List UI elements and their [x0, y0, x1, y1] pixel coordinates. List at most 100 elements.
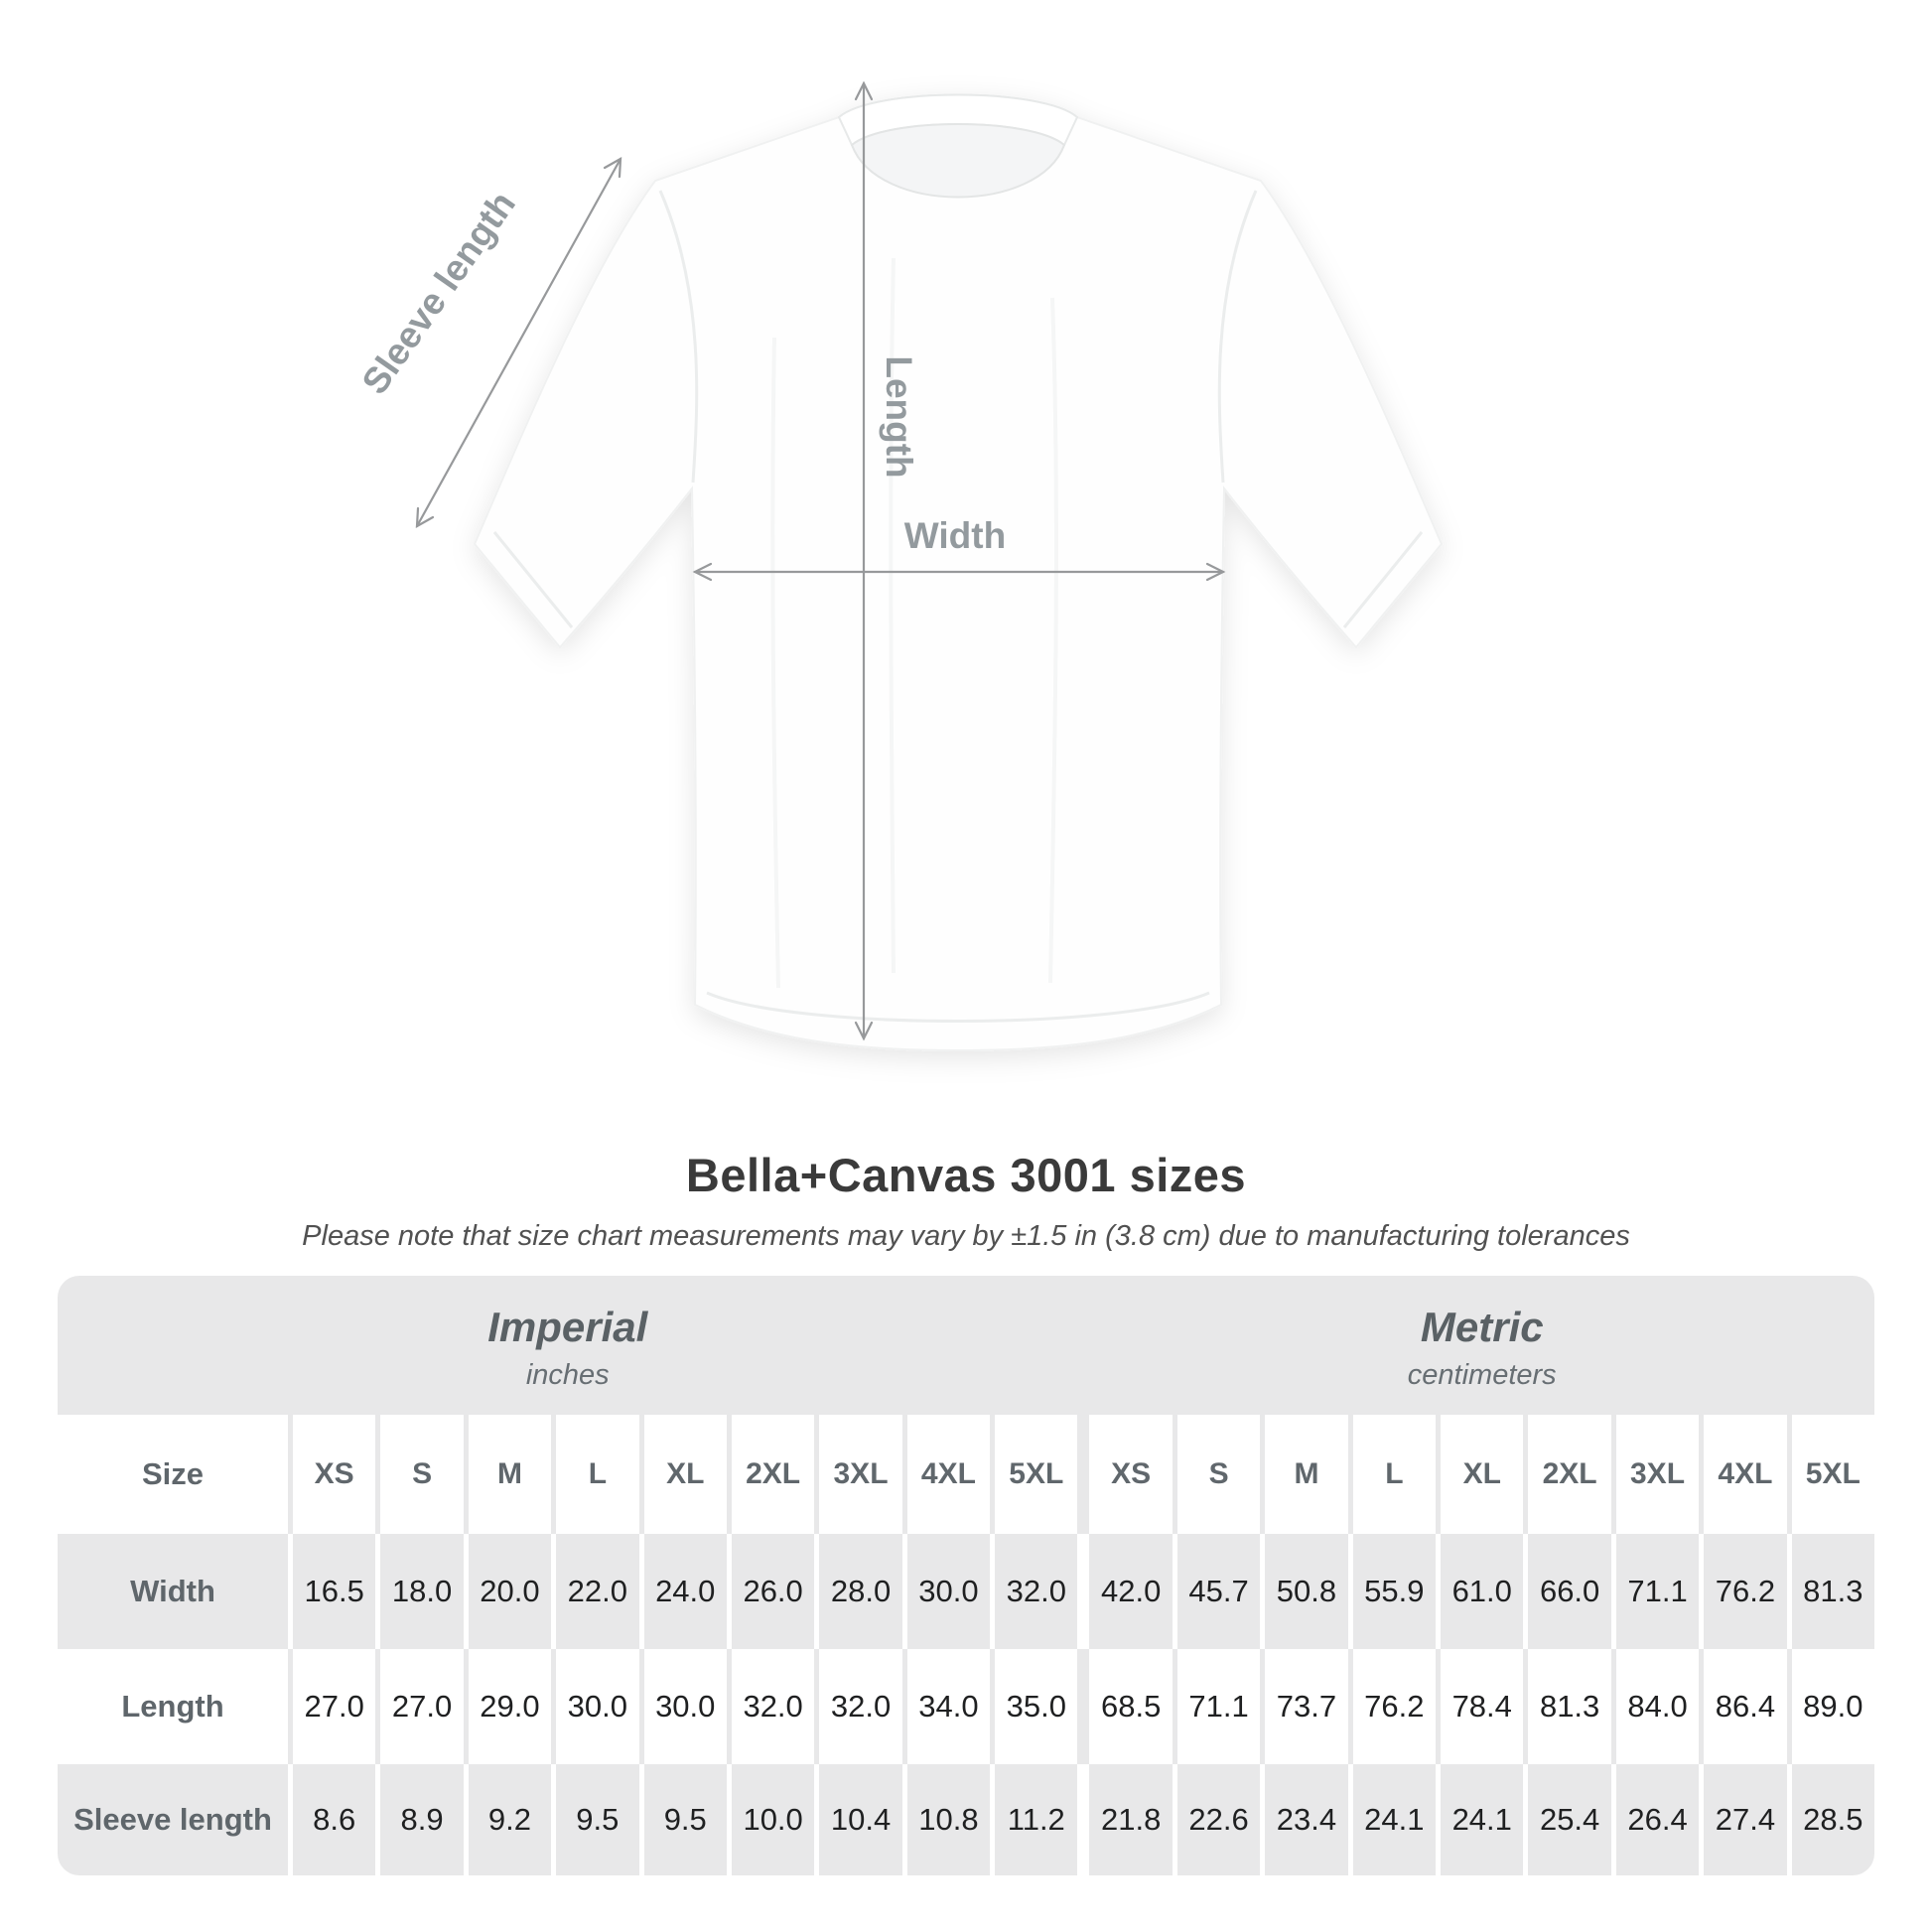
- neck-opening: [850, 123, 1066, 199]
- imperial-value-cell: 30.0: [906, 1534, 991, 1649]
- metric-value-cell: 86.4: [1704, 1649, 1787, 1764]
- metric-value-cell: 73.7: [1265, 1649, 1348, 1764]
- metric-value-cell: 71.1: [1615, 1534, 1700, 1649]
- size-header-row: Size XS S M L XL 2XL 3XL 4XL 5XL XS S M L XL 2XL 3XL 4XL 5…: [58, 1415, 1874, 1534]
- fabric-crease: [770, 337, 780, 989]
- imperial-value-cell: 34.0: [906, 1649, 991, 1764]
- metric-value-cell: 24.1: [1441, 1764, 1524, 1875]
- metric-header: Metric centimeters: [1090, 1276, 1875, 1415]
- metric-value-cell: 71.1: [1176, 1649, 1261, 1764]
- imperial-value-cell: 24.0: [643, 1534, 727, 1649]
- size-header-cell: 5XL: [995, 1415, 1078, 1534]
- sleeve-length-label: Sleeve length: [354, 184, 523, 401]
- metric-value-cell: 26.4: [1615, 1764, 1700, 1875]
- sleeve-length-arrow: [415, 157, 622, 528]
- width-label: Width: [904, 515, 1006, 556]
- section-spacer: [1082, 1764, 1084, 1875]
- imperial-value-cell: 32.0: [731, 1649, 815, 1764]
- unit-header-band: Imperial inches Metric centimeters: [58, 1276, 1874, 1415]
- size-header-cell: 3XL: [819, 1415, 902, 1534]
- fabric-crease: [889, 257, 896, 974]
- metric-title: Metric: [1420, 1303, 1544, 1350]
- size-header-cell: S: [1176, 1415, 1261, 1534]
- imperial-value-cell: 27.0: [380, 1649, 464, 1764]
- imperial-value-cell: 26.0: [731, 1534, 815, 1649]
- imperial-value-cell: 10.4: [819, 1764, 902, 1875]
- metric-value-cell: 89.0: [1791, 1649, 1874, 1764]
- size-header-cell: 3XL: [1615, 1415, 1700, 1534]
- imperial-value-cell: 35.0: [995, 1649, 1078, 1764]
- tshirt-measurement-diagram: Length Width Sleeve length: [354, 80, 1444, 1052]
- metric-unit: centimeters: [1407, 1358, 1557, 1391]
- table-row: Sleeve length 8.6 8.9 9.2 9.5 9.5 10.0 10.4 10.8…: [58, 1764, 1874, 1875]
- metric-value-cell: 55.9: [1352, 1534, 1437, 1649]
- size-header-cell: L: [556, 1415, 639, 1534]
- metric-value-cell: 28.5: [1791, 1764, 1874, 1875]
- metric-value-cell: 23.4: [1265, 1764, 1348, 1875]
- size-header-cell: M: [468, 1415, 552, 1534]
- imperial-value-cell: 11.2: [995, 1764, 1078, 1875]
- metric-value-cell: 45.7: [1176, 1534, 1261, 1649]
- imperial-value-cell: 8.6: [293, 1764, 376, 1875]
- fabric-crease: [1048, 297, 1058, 984]
- size-header-cell: XL: [1441, 1415, 1524, 1534]
- size-header-cell: XS: [293, 1415, 376, 1534]
- metric-value-cell: 27.4: [1704, 1764, 1787, 1875]
- metric-value-cell: 68.5: [1089, 1649, 1173, 1764]
- section-spacer: [1082, 1649, 1084, 1764]
- imperial-value-cell: 16.5: [293, 1534, 376, 1649]
- imperial-value-cell: 27.0: [293, 1649, 376, 1764]
- imperial-value-cell: 29.0: [468, 1649, 552, 1764]
- left-armhole-seam: [658, 190, 699, 483]
- imperial-title: Imperial: [487, 1303, 648, 1350]
- metric-value-cell: 42.0: [1089, 1534, 1173, 1649]
- metric-value-cell: 76.2: [1352, 1649, 1437, 1764]
- imperial-value-cell: 30.0: [643, 1649, 727, 1764]
- size-header-cell: 4XL: [1704, 1415, 1787, 1534]
- size-header-cell: XL: [643, 1415, 727, 1534]
- imperial-value-cell: 32.0: [995, 1534, 1078, 1649]
- metric-value-cell: 66.0: [1528, 1534, 1611, 1649]
- table-row: Length 27.0 27.0 29.0 30.0 30.0 32.0 32.0 34.0 35…: [58, 1649, 1874, 1764]
- metric-value-cell: 24.1: [1352, 1764, 1437, 1875]
- row-label-cell: Sleeve length: [58, 1764, 288, 1875]
- row-label-cell: Length: [58, 1649, 288, 1764]
- imperial-value-cell: 18.0: [380, 1534, 464, 1649]
- imperial-value-cell: 9.5: [556, 1764, 639, 1875]
- imperial-value-cell: 30.0: [556, 1649, 639, 1764]
- page-title: Bella+Canvas 3001 sizes: [685, 1149, 1247, 1201]
- imperial-value-cell: 9.2: [468, 1764, 552, 1875]
- right-armhole-seam: [1217, 190, 1258, 483]
- metric-value-cell: 25.4: [1528, 1764, 1611, 1875]
- metric-value-cell: 81.3: [1528, 1649, 1611, 1764]
- section-spacer: [1082, 1415, 1084, 1534]
- size-column-header: Size: [58, 1415, 288, 1534]
- size-header-cell: L: [1352, 1415, 1437, 1534]
- metric-value-cell: 84.0: [1615, 1649, 1700, 1764]
- imperial-header: Imperial inches: [58, 1276, 1078, 1415]
- size-header-cell: 2XL: [1528, 1415, 1611, 1534]
- imperial-value-cell: 32.0: [819, 1649, 902, 1764]
- size-header-cell: 5XL: [1791, 1415, 1874, 1534]
- table-row: Width 16.5 18.0 20.0 22.0 24.0 26.0 28.0 30.0 32.…: [58, 1534, 1874, 1649]
- imperial-value-cell: 20.0: [468, 1534, 552, 1649]
- metric-value-cell: 76.2: [1704, 1534, 1787, 1649]
- right-cuff-seam: [1342, 531, 1424, 628]
- metric-value-cell: 22.6: [1176, 1764, 1261, 1875]
- section-spacer: [1082, 1534, 1084, 1649]
- size-header-cell: M: [1265, 1415, 1348, 1534]
- size-header-cell: 4XL: [906, 1415, 991, 1534]
- metric-value-cell: 50.8: [1265, 1534, 1348, 1649]
- length-arrow: [854, 80, 874, 1041]
- size-header-cell: XS: [1089, 1415, 1173, 1534]
- left-cuff-seam: [492, 531, 574, 628]
- imperial-value-cell: 8.9: [380, 1764, 464, 1875]
- size-header-cell: S: [380, 1415, 464, 1534]
- size-table: Imperial inches Metric centimeters Size X…: [58, 1276, 1874, 1875]
- tolerance-note: Please note that size chart measurements…: [302, 1220, 1630, 1252]
- row-label-cell: Width: [58, 1534, 288, 1649]
- metric-value-cell: 78.4: [1441, 1649, 1524, 1764]
- imperial-unit: inches: [525, 1358, 610, 1391]
- metric-value-cell: 21.8: [1089, 1764, 1173, 1875]
